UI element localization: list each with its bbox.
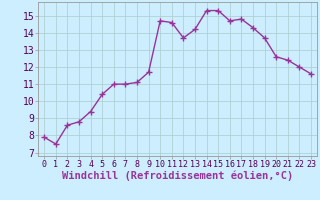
X-axis label: Windchill (Refroidissement éolien,°C): Windchill (Refroidissement éolien,°C) bbox=[62, 171, 293, 181]
